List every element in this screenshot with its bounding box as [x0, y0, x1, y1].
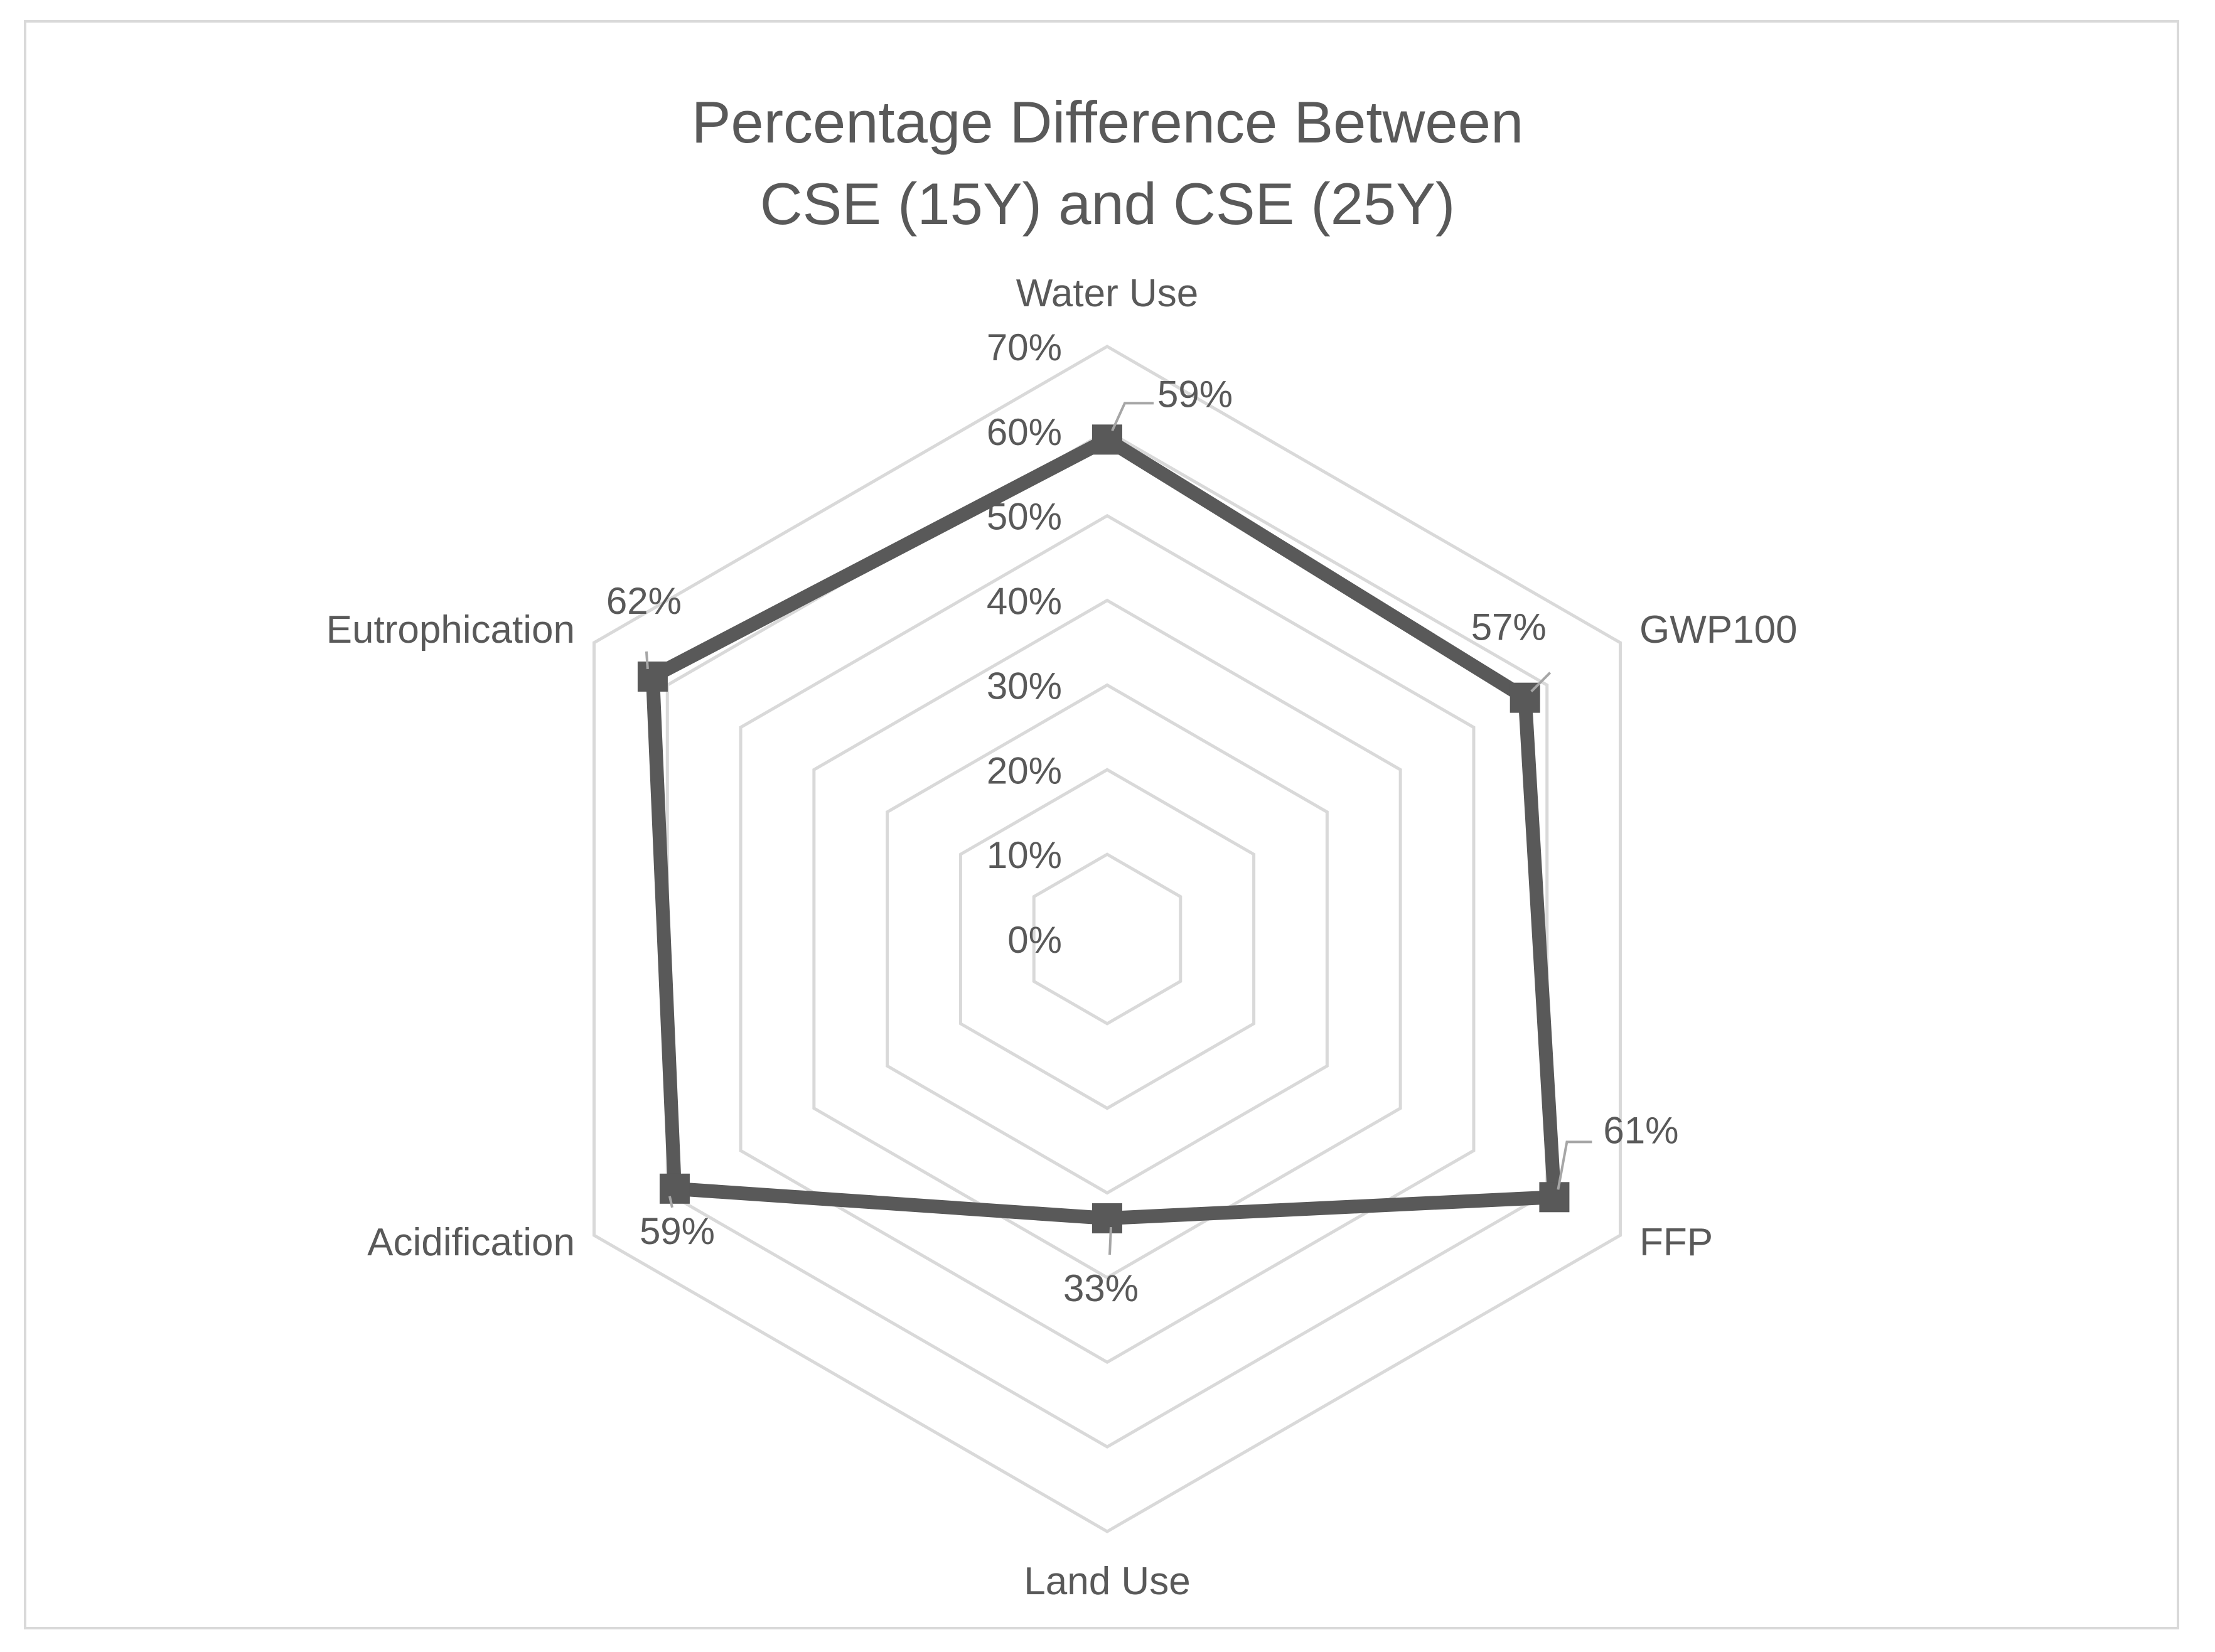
chart-title-line-2: CSE (15Y) and CSE (25Y) — [759, 171, 1456, 237]
r-tick-label: 70% — [987, 326, 1062, 368]
data-point-marker — [1092, 424, 1122, 455]
r-tick-label: 40% — [987, 581, 1062, 623]
data-point-marker — [659, 1173, 690, 1204]
category-label: GWP100 — [1639, 608, 1798, 652]
data-point-marker — [1092, 1203, 1122, 1234]
radar-labels: 0% 10% 20% 30% 40% 50% 60% 70% Water Use GWP100 FF… — [326, 272, 1798, 1603]
data-label: 59% — [1157, 373, 1233, 415]
data-point-marker — [637, 661, 668, 692]
category-label: Water Use — [1016, 272, 1199, 315]
data-point-marker — [1539, 1182, 1570, 1213]
category-label: Acidification — [367, 1221, 575, 1264]
r-tick-label: 10% — [987, 834, 1062, 876]
category-label: Land Use — [1024, 1560, 1190, 1603]
data-label-leader — [1108, 1226, 1112, 1255]
series-line — [645, 431, 1562, 1226]
grid-ring — [812, 598, 1402, 1280]
data-label-leader — [645, 651, 649, 670]
chart-title: Percentage Difference Between CSE (15Y) … — [0, 82, 2215, 245]
r-tick-label: 0% — [1007, 919, 1062, 961]
grid-ring — [1032, 852, 1183, 1026]
chart-title-line-1: Percentage Difference Between — [691, 89, 1524, 155]
grid-ring — [739, 513, 1476, 1365]
data-label: 57% — [1471, 606, 1547, 648]
r-tick-label: 20% — [987, 749, 1062, 791]
r-tick-label: 50% — [987, 496, 1062, 538]
data-label: 61% — [1603, 1109, 1678, 1151]
grid-ring — [592, 345, 1622, 1533]
radar-series — [637, 402, 1592, 1255]
r-tick-label: 30% — [987, 665, 1062, 707]
grid-ring — [958, 768, 1256, 1110]
grid-ring — [886, 683, 1329, 1195]
data-label-leader — [1557, 1140, 1592, 1190]
r-tick-label: 60% — [987, 411, 1062, 453]
chart-frame — [24, 20, 2179, 1629]
data-label-leader — [1530, 672, 1552, 693]
data-label: 59% — [640, 1210, 715, 1252]
data-label: 33% — [1063, 1267, 1139, 1309]
category-label: FFP — [1639, 1221, 1713, 1264]
radar-grid — [592, 345, 1622, 1533]
category-label: Eutrophication — [326, 608, 575, 652]
data-label: 62% — [606, 580, 682, 622]
data-label-leader — [1111, 402, 1154, 432]
data-label-leader — [668, 1196, 673, 1208]
